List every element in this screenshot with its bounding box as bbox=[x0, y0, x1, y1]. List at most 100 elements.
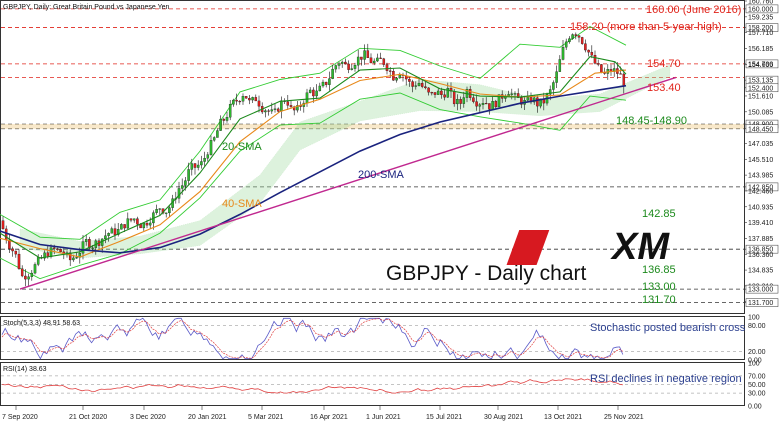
date-tick-label: 15 Jul 2021 bbox=[426, 414, 462, 421]
price-tick-label: 153.135 bbox=[748, 78, 773, 85]
candle-body bbox=[267, 110, 270, 112]
candle-body bbox=[289, 105, 293, 107]
candle-body bbox=[328, 78, 331, 85]
candle-body bbox=[20, 268, 24, 277]
sma20-label: 20-SMA bbox=[222, 141, 262, 153]
candle-body bbox=[68, 252, 72, 261]
candle-body bbox=[196, 164, 200, 168]
horizontal-levels bbox=[1, 8, 744, 304]
candle-body bbox=[593, 54, 597, 64]
chart-title: GBPJPY, Daily: Great Britain Pound vs Ja… bbox=[3, 4, 170, 11]
price-tag bbox=[745, 298, 779, 307]
candle-body bbox=[481, 103, 485, 105]
rsi-note: RSI declines in negative region bbox=[590, 373, 742, 385]
candle-body bbox=[270, 109, 274, 112]
candle-body bbox=[244, 96, 248, 99]
price-tick-label: 160.760 bbox=[748, 0, 773, 6]
candle-body bbox=[59, 248, 62, 253]
candle-body bbox=[312, 89, 315, 97]
candle-body bbox=[619, 73, 622, 75]
candle-body bbox=[155, 209, 158, 213]
price-tick-label: 152.400 bbox=[748, 85, 773, 92]
price-tick-label: 145.510 bbox=[748, 157, 773, 164]
candle-body bbox=[372, 60, 376, 64]
candle-body bbox=[564, 41, 568, 48]
bollinger-upper bbox=[0, 25, 627, 240]
date-tick-label: 13 Oct 2021 bbox=[544, 414, 582, 421]
candle-body bbox=[14, 250, 18, 255]
svg-text:XM: XM bbox=[610, 226, 670, 268]
price-tick-label: 156.185 bbox=[748, 46, 773, 53]
candle-body bbox=[1, 220, 5, 230]
candle-body bbox=[145, 222, 149, 226]
candle-body bbox=[478, 104, 482, 107]
date-tick-label: 1 Jun 2021 bbox=[366, 414, 401, 421]
candle-body bbox=[475, 101, 478, 107]
rsi-line bbox=[1, 378, 623, 394]
osc-tick-label: 0.00 bbox=[748, 404, 762, 411]
candle-body bbox=[443, 94, 446, 98]
candle-body bbox=[520, 97, 523, 105]
candle-body bbox=[600, 64, 603, 73]
level-1428-label: 142.85 bbox=[642, 208, 676, 220]
candle-body bbox=[340, 61, 344, 64]
price-tick-label: 137.885 bbox=[748, 236, 773, 243]
candle-body bbox=[376, 57, 379, 62]
candle-body bbox=[164, 212, 168, 214]
candle-body bbox=[264, 110, 267, 113]
candle-body bbox=[398, 74, 402, 79]
main-caption: GBPJPY - Daily chart bbox=[386, 262, 587, 285]
date-tick-label: 21 Oct 2020 bbox=[69, 414, 107, 421]
candle-body bbox=[232, 99, 235, 105]
candle-body bbox=[568, 38, 571, 43]
candle-body bbox=[193, 163, 197, 168]
stoch-label: Stoch(5,3,3) 48.91 58.63 bbox=[3, 320, 80, 327]
candle-body bbox=[36, 257, 40, 265]
candle-body bbox=[446, 87, 450, 98]
candle-body bbox=[548, 89, 552, 95]
candle-body bbox=[200, 161, 203, 166]
osc-tick-label: 30.00 bbox=[748, 391, 766, 398]
price-tick-label: 154.700 bbox=[748, 61, 773, 68]
candle-body bbox=[436, 90, 440, 95]
candle-body bbox=[526, 97, 530, 101]
candle-body bbox=[91, 247, 94, 249]
xm-logo: XM bbox=[506, 226, 670, 268]
price-tick-label: 136.360 bbox=[748, 252, 773, 259]
candle-body bbox=[168, 207, 171, 214]
candle-body bbox=[427, 87, 430, 93]
bollinger-lower bbox=[0, 92, 627, 280]
candle-body bbox=[27, 276, 30, 280]
price-tick-label: 143.985 bbox=[748, 173, 773, 180]
candle-body bbox=[212, 137, 216, 141]
candle-body bbox=[308, 89, 312, 93]
level-160-label: 160.00 (June 2016) bbox=[646, 4, 741, 16]
candle-body bbox=[104, 235, 107, 240]
candle-body bbox=[590, 51, 594, 56]
candle-body bbox=[491, 101, 494, 110]
candle-body bbox=[366, 50, 370, 58]
osc-tick-label: 80.00 bbox=[748, 323, 766, 330]
candle-body bbox=[257, 100, 261, 107]
candle-body bbox=[497, 94, 501, 108]
candle-body bbox=[420, 82, 424, 87]
sma20-line bbox=[0, 55, 627, 259]
candlesticks bbox=[1, 32, 626, 287]
candle-body bbox=[344, 61, 347, 65]
candle-body bbox=[433, 92, 437, 95]
candle-body bbox=[235, 99, 238, 102]
candle-body bbox=[177, 188, 181, 199]
candle-body bbox=[113, 228, 117, 236]
candle-body bbox=[11, 248, 14, 252]
candle-body bbox=[184, 180, 187, 186]
price-tag bbox=[745, 124, 779, 134]
candle-body bbox=[516, 93, 520, 98]
price-tick-label: 157.710 bbox=[748, 30, 773, 37]
price-tick-label: 140.935 bbox=[748, 204, 773, 211]
osc-tick-label: 0.00 bbox=[748, 358, 762, 365]
candle-body bbox=[84, 239, 88, 242]
date-tick-label: 7 Sep 2020 bbox=[2, 414, 38, 421]
candle-body bbox=[116, 229, 120, 236]
price-tick-label: 134.835 bbox=[748, 268, 773, 275]
